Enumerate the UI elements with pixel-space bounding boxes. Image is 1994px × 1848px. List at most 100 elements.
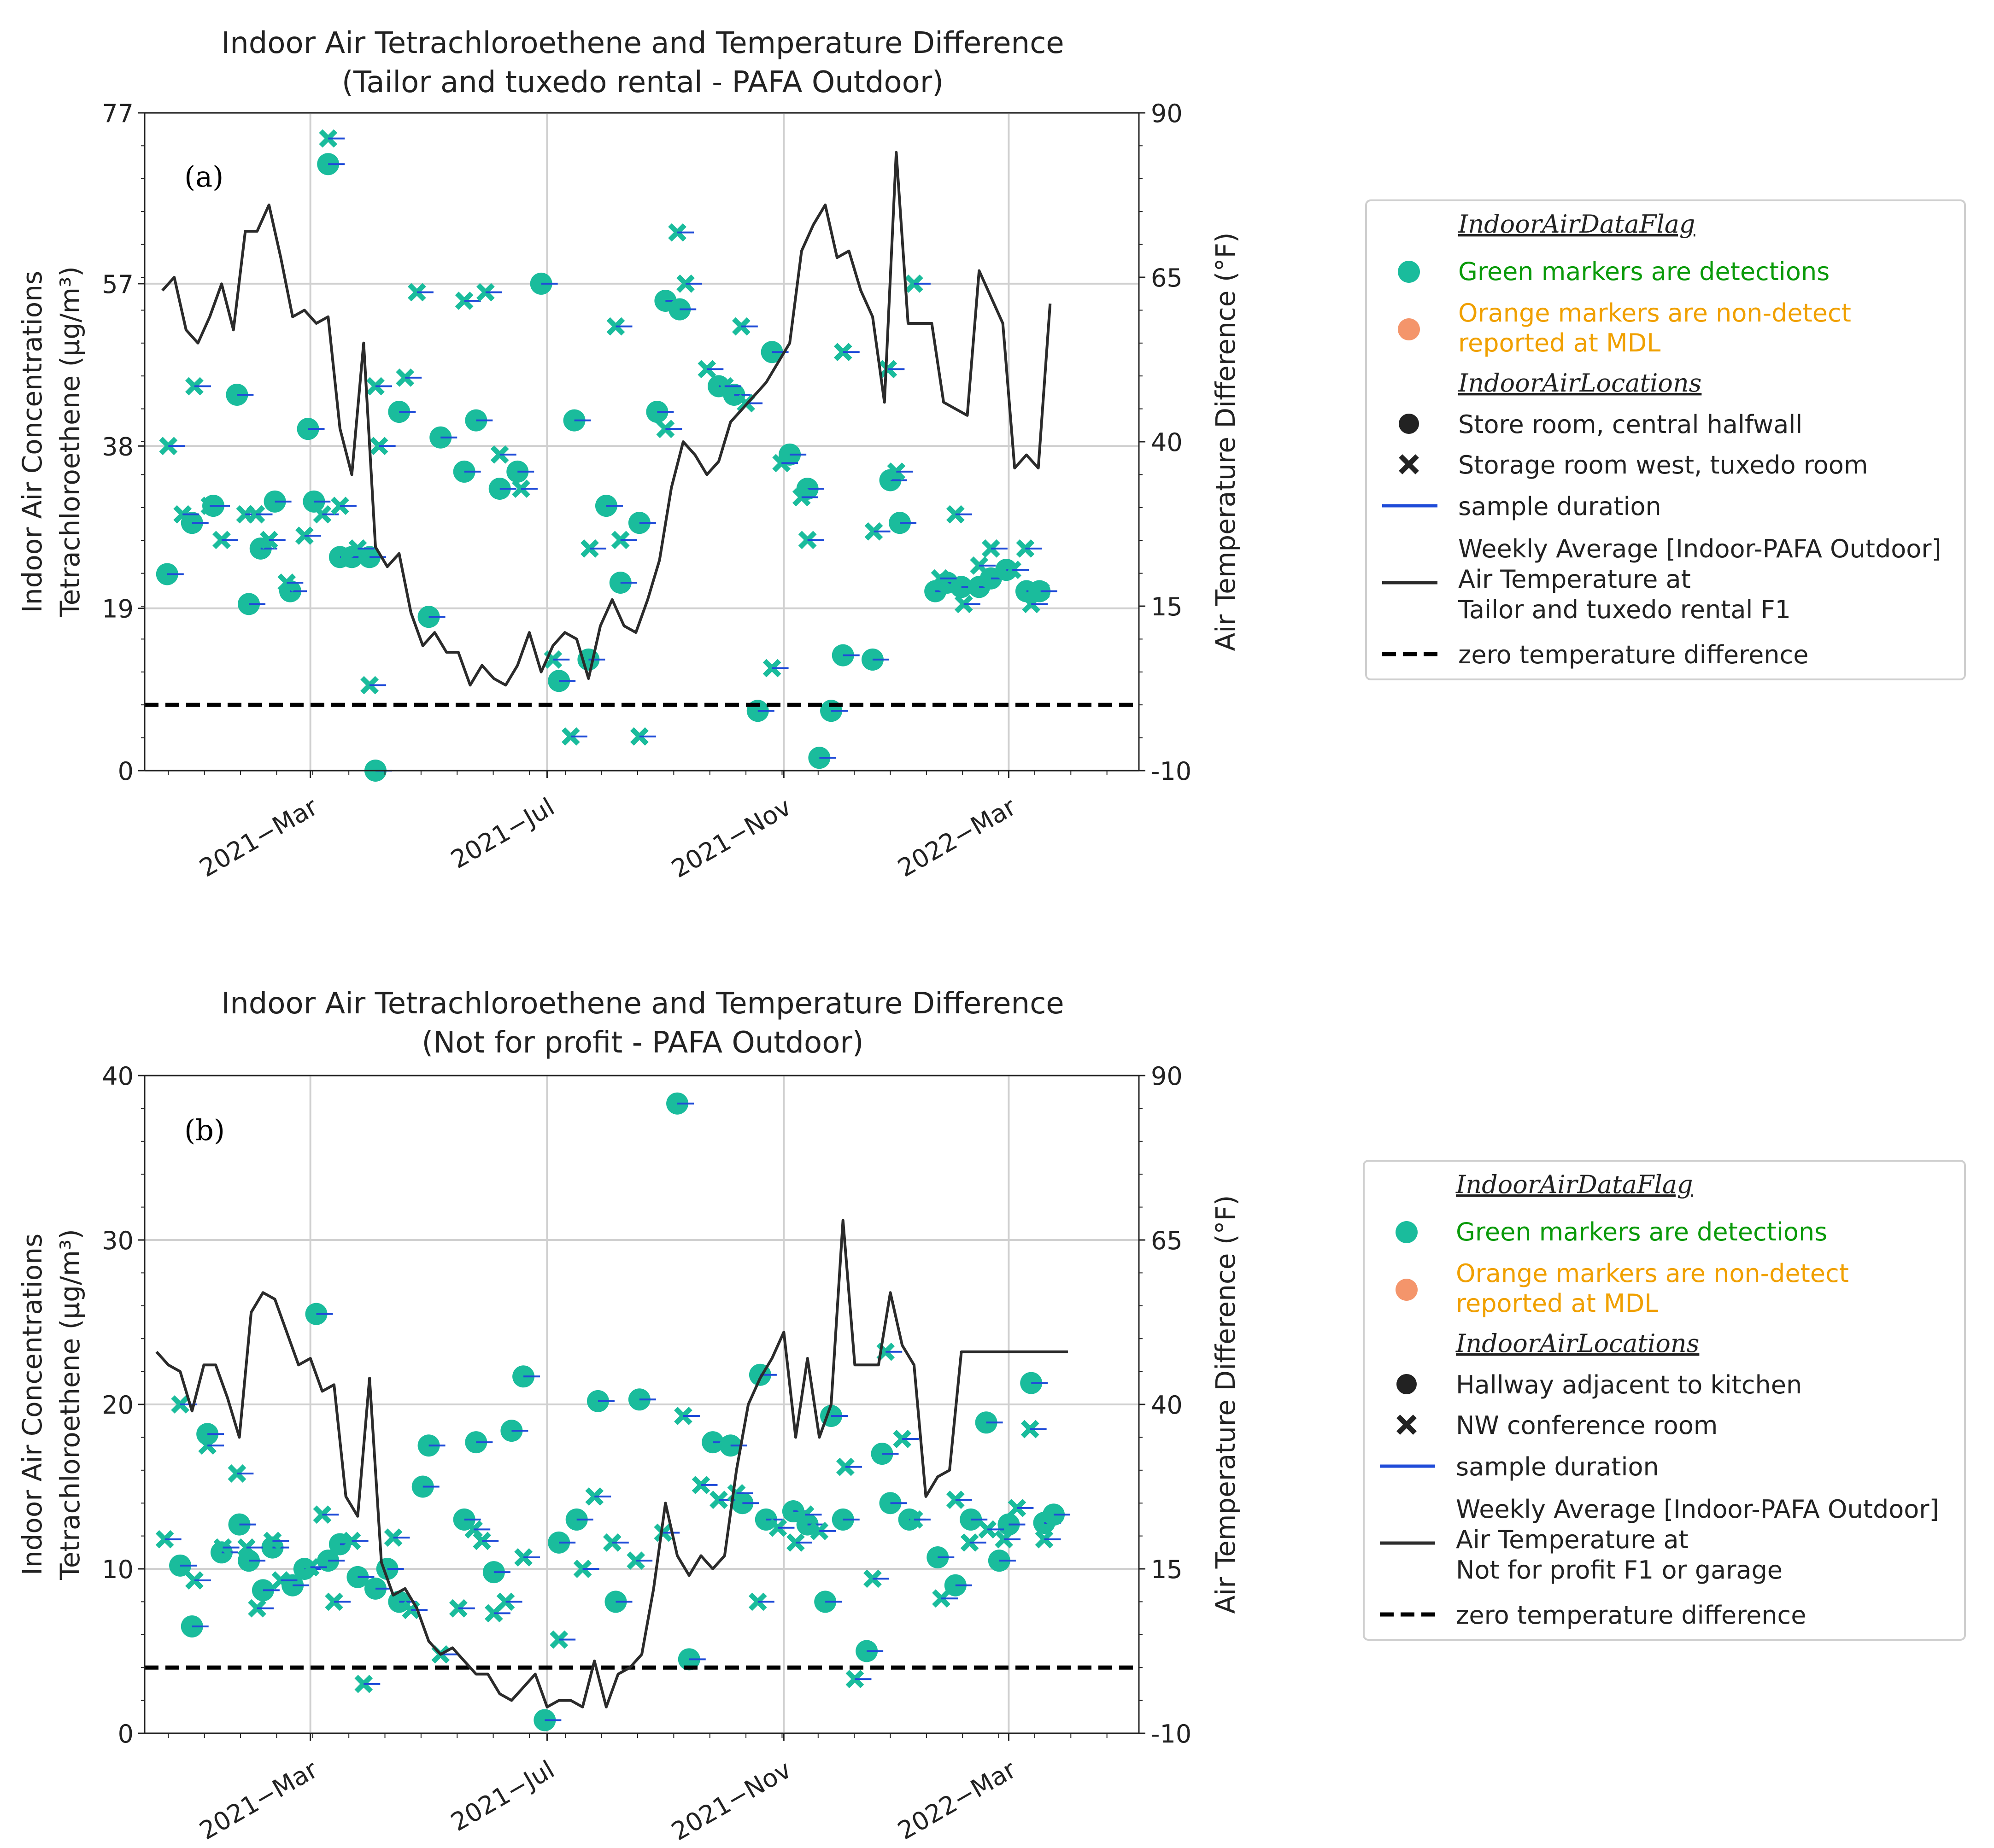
y-axis-label-line2: Tetrachloroethene (µg/m³) (54, 266, 86, 618)
legend-x-marker (1396, 1415, 1417, 1435)
detection-x-point (879, 360, 897, 379)
legend-location-circle-label: Hallway adjacent to kitchen (1456, 1370, 1802, 1399)
detection-x-point (246, 505, 265, 524)
y2-tick-label: 40 (1151, 428, 1183, 457)
legend-nondetect-label-line2: reported at MDL (1458, 328, 1660, 357)
legend-temperature-label-line1: Weekly Average [Indoor-PAFA Outdoor] (1456, 1495, 1939, 1524)
detection-x-point (715, 377, 734, 396)
detection-x-point (342, 1532, 361, 1550)
legend-location-x-label: Storage room west, tuxedo room (1458, 450, 1868, 480)
legend-heading-locations: IndoorAirLocations (1458, 368, 1701, 398)
panel-label: (b) (184, 1113, 225, 1147)
y2-tick-label: 40 (1151, 1391, 1183, 1420)
y2-tick-label: -10 (1151, 757, 1191, 786)
y-axis-label-line2: Tetrachloroethene (µg/m³) (54, 1229, 86, 1580)
legend-nondetect-label-line2: reported at MDL (1456, 1289, 1658, 1318)
y-tick-label: 30 (102, 1226, 134, 1255)
detection-x-point (864, 522, 883, 541)
detection-x-point (313, 505, 332, 524)
detection-x-point (893, 1430, 912, 1448)
legend-detection-label: Green markers are detections (1458, 257, 1830, 286)
detection-x-point (171, 1395, 189, 1414)
detection-x-point (654, 1523, 673, 1542)
detection-x-point (1016, 539, 1035, 558)
detection-x-point (978, 1520, 997, 1539)
legend-x-marker (1399, 454, 1419, 474)
detection-x-point (606, 317, 625, 336)
detection-x-point (369, 437, 388, 456)
y2-axis-label: Air Temperature Difference (°F) (1210, 233, 1241, 651)
legend-temperature-label-line3: Not for profit F1 or garage (1456, 1556, 1783, 1585)
legend-heading-flag: IndoorAirDataFlag (1458, 210, 1695, 239)
y-tick-label: 57 (102, 270, 134, 299)
legend-location-x-label: NW conference room (1456, 1411, 1718, 1440)
legend-detection-marker (1398, 261, 1420, 283)
legend-temperature-label-line3: Tailor and tuxedo rental F1 (1458, 595, 1791, 624)
detection-x-point (904, 1510, 923, 1529)
chart-subtitle: (Not for profit - PAFA Outdoor) (422, 1026, 863, 1060)
y2-tick-label: 90 (1151, 99, 1183, 128)
y-tick-label: 0 (118, 1719, 134, 1749)
detection-x-point (692, 1476, 710, 1494)
chart-subtitle: (Tailor and tuxedo rental - PAFA Outdoor… (342, 65, 944, 99)
detection-x-point (237, 1538, 256, 1557)
legend-temperature-label-line2: Air Temperature at (1458, 565, 1691, 594)
chart-title: Indoor Air Tetrachloroethene and Tempera… (221, 26, 1064, 60)
legend-frame (1363, 1160, 1966, 1641)
chart-title: Indoor Air Tetrachloroethene and Tempera… (221, 987, 1064, 1021)
legend-circle-marker (1396, 1374, 1417, 1394)
detection-x-point (904, 275, 923, 293)
detection-x-point (319, 129, 338, 148)
y2-tick-label: 65 (1151, 1226, 1183, 1255)
temperature-line (155, 1219, 1068, 1708)
detection-x-point (656, 420, 675, 439)
detection-x-point (295, 526, 314, 545)
detection-x-point (455, 292, 474, 310)
legend-circle-marker (1399, 414, 1419, 434)
legend-frame (1365, 199, 1966, 680)
legend-location-circle-label: Store room, central halfwall (1458, 410, 1802, 439)
y2-tick-label: -10 (1151, 1719, 1191, 1749)
y-tick-label: 38 (102, 432, 134, 461)
detection-x-point (668, 223, 686, 242)
detection-point (453, 460, 475, 483)
y2-tick-label: 65 (1151, 263, 1183, 292)
legend-heading-locations: IndoorAirLocations (1455, 1329, 1699, 1358)
y2-tick-label: 15 (1151, 1555, 1183, 1584)
detection-x-point (581, 539, 599, 558)
detection-x-point (630, 727, 649, 746)
detection-x-point (366, 377, 385, 396)
detection-x-point (313, 1505, 332, 1524)
legend-temperature-label-line1: Weekly Average [Indoor-PAFA Outdoor] (1458, 534, 1941, 563)
y-tick-label: 10 (102, 1555, 134, 1584)
y-tick-label: 77 (102, 99, 134, 128)
detection-x-point (212, 531, 231, 550)
detection-x-point (768, 1518, 787, 1537)
detection-x-point (792, 488, 811, 507)
detection-x-point (627, 1551, 645, 1570)
legend-duration-label: sample duration (1458, 492, 1661, 521)
detection-x-point (271, 1571, 290, 1590)
detection-x-point (396, 368, 415, 387)
legend-detection-label: Green markers are detections (1456, 1217, 1827, 1246)
legend-duration-label: sample duration (1456, 1452, 1659, 1481)
y-axis-label-line1: Indoor Air Concentrations (17, 1234, 48, 1576)
legend-nondetect-marker (1398, 318, 1420, 340)
y-tick-label: 40 (102, 1062, 134, 1091)
detection-x-point (213, 1538, 232, 1557)
detection-x-point (863, 1569, 882, 1588)
y2-tick-label: 15 (1151, 592, 1183, 621)
detection-x-point (1003, 561, 1021, 579)
temperature-line (161, 151, 1052, 687)
detection-x-point (263, 1532, 282, 1550)
y-tick-label: 0 (118, 757, 134, 786)
y-tick-label: 19 (102, 595, 134, 624)
legend-temperature-label-line2: Air Temperature at (1456, 1525, 1689, 1554)
legend-detection-marker (1396, 1221, 1418, 1243)
detection-x-point (490, 445, 509, 464)
legend-a: IndoorAirDataFlag Green markers are dete… (1365, 199, 1966, 680)
y-tick-label: 20 (102, 1391, 134, 1420)
legend-heading-flag: IndoorAirDataFlag (1455, 1170, 1693, 1199)
panel-label: (a) (184, 160, 223, 193)
